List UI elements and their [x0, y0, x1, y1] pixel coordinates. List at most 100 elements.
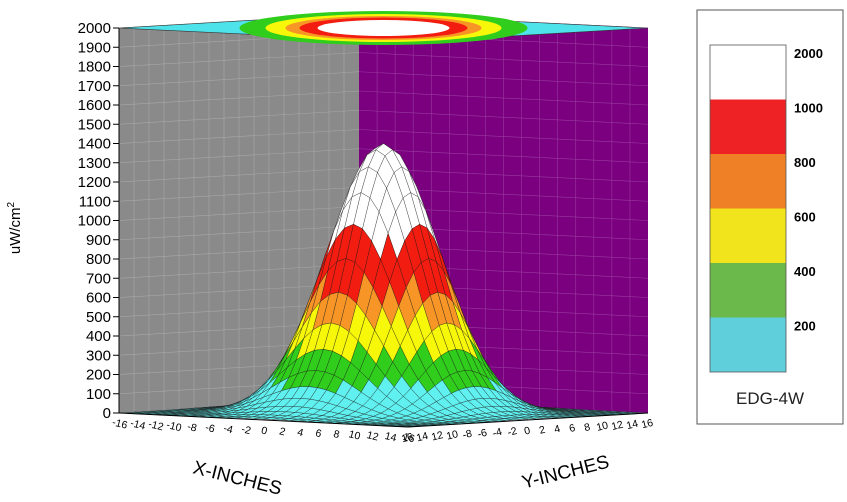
y-tick-label: 16 — [640, 417, 654, 432]
wall-gridline — [118, 129, 360, 144]
legend-swatch — [710, 154, 786, 209]
legend: 2000 1000 800 600 400 200 EDG-4W — [696, 9, 844, 425]
y-axis-label: Y-INCHES — [520, 452, 611, 494]
wall-gridline — [118, 225, 360, 241]
legend-swatch — [710, 263, 786, 318]
x-tick-label: -2 — [240, 423, 252, 437]
y-tick-label: 8 — [583, 421, 592, 434]
x-tick-label: 6 — [314, 427, 323, 440]
x-tick-label: 14 — [384, 430, 398, 445]
x-tick-label: 12 — [365, 429, 379, 444]
legend-swatch — [710, 45, 786, 100]
x-tick-label: 16 — [402, 431, 416, 446]
z-tick-label: 300 — [86, 347, 111, 364]
z-tick-label: 1900 — [78, 39, 111, 56]
z-axis-label: uW/cm2 — [6, 201, 24, 254]
wall-gridline — [358, 52, 649, 67]
legend-tick-label: 2000 — [794, 46, 823, 61]
z-tick-label: 1000 — [78, 213, 111, 230]
y-tick-label: 14 — [415, 430, 429, 445]
z-tick-label: 900 — [86, 232, 111, 249]
z-tick-label: 1400 — [78, 136, 111, 153]
z-tick-label: 700 — [86, 270, 111, 287]
z-tick-label: 1700 — [78, 78, 111, 95]
y-axis-ticks: 16 14 12 10 -8 -6 -4 -2 0 2 4 6 8 10 12 14 16 — [400, 412, 655, 446]
z-tick-label: 2000 — [78, 20, 111, 37]
wall-gridline — [358, 109, 649, 125]
wall-gridline — [118, 263, 360, 279]
z-tick-label: 500 — [86, 309, 111, 326]
wall-gridline — [358, 90, 649, 106]
legend-tick-label: 600 — [794, 210, 816, 225]
wall-gridline — [118, 206, 360, 221]
y-tick-label: 10 — [445, 428, 459, 443]
chart-walls — [118, 11, 649, 427]
x-tick-label: -12 — [147, 418, 165, 433]
x-tick-label: 0 — [260, 425, 269, 438]
wall-gridline — [358, 71, 649, 87]
wall-gridline — [118, 52, 360, 67]
y-tick-label: -4 — [491, 426, 503, 440]
z-tick-label: 0 — [103, 405, 111, 422]
z-tick-label: 800 — [86, 251, 111, 268]
wall-gridline — [118, 244, 360, 260]
x-axis-ticks: -16 -14 -12 -10 -8 -6 -4 -2 0 2 4 6 8 10 12 14 16 — [111, 412, 416, 446]
z-axis-ticks: 0 100 200 300 400 500 600 700 800 900 1000 1100 1200… — [78, 20, 120, 422]
y-tick-label: 4 — [553, 423, 562, 436]
surface-mesh — [118, 143, 649, 428]
x-axis-line — [118, 412, 409, 428]
legend-tick-label: 400 — [794, 264, 816, 279]
z-tick-label: 1600 — [78, 97, 111, 114]
z-tick-label: 1200 — [78, 174, 111, 191]
top-contour-ring — [317, 20, 450, 36]
legend-name: EDG-4W — [736, 389, 804, 408]
wall-gridline — [358, 148, 649, 164]
y-tick-label: -6 — [476, 427, 488, 441]
x-tick-label: -8 — [186, 421, 198, 435]
y-tick-label: 10 — [595, 419, 609, 434]
x-tick-label: 2 — [278, 425, 287, 438]
y-tick-label: 2 — [538, 424, 547, 437]
wall-gridline — [118, 90, 360, 106]
x-tick-label: 8 — [332, 428, 341, 441]
legend-tick-label: 1000 — [794, 101, 823, 116]
legend-tick-label: 800 — [794, 155, 816, 170]
x-axis-label: X-INCHES — [191, 457, 284, 499]
wall-gridline — [118, 167, 360, 183]
x-tick-label: 4 — [296, 426, 305, 439]
y-tick-label: 12 — [610, 419, 624, 434]
legend-tick-label: 200 — [794, 319, 816, 334]
x-tick-label: -16 — [111, 416, 129, 431]
wall-gridline — [118, 186, 360, 202]
y-tick-label: 14 — [625, 418, 639, 433]
z-tick-label: 600 — [86, 290, 111, 307]
x-tick-label: -10 — [165, 419, 183, 434]
legend-swatch — [710, 317, 786, 372]
y-axis-line — [407, 412, 649, 428]
legend-tick-labels: 2000 1000 800 600 400 200 — [794, 46, 823, 334]
x-tick-label: -4 — [222, 422, 234, 436]
wall-gridline — [118, 148, 360, 164]
wall-gridline — [118, 71, 360, 87]
legend-swatch — [710, 208, 786, 263]
y-tick-label: 0 — [523, 425, 532, 438]
y-tick-label: 6 — [568, 422, 577, 435]
z-tick-label: 200 — [86, 367, 111, 384]
z-tick-label: 1100 — [79, 193, 111, 210]
legend-bar-outline — [709, 44, 787, 373]
z-tick-label: 1800 — [78, 59, 111, 76]
y-tick-label: -2 — [506, 425, 518, 439]
legend-swatch — [710, 99, 786, 154]
z-tick-label: 100 — [86, 386, 111, 403]
y-tick-label: 12 — [430, 429, 444, 444]
x-tick-label: -14 — [129, 417, 147, 432]
z-tick-label: 400 — [86, 328, 111, 345]
x-tick-label: -6 — [204, 422, 216, 436]
legend-colorbar — [709, 44, 787, 373]
x-tick-label: 10 — [347, 428, 361, 443]
y-tick-label: -8 — [461, 428, 473, 442]
y-tick-label: 16 — [400, 431, 414, 446]
wall-gridline — [118, 109, 360, 125]
wall-gridline — [358, 129, 649, 144]
